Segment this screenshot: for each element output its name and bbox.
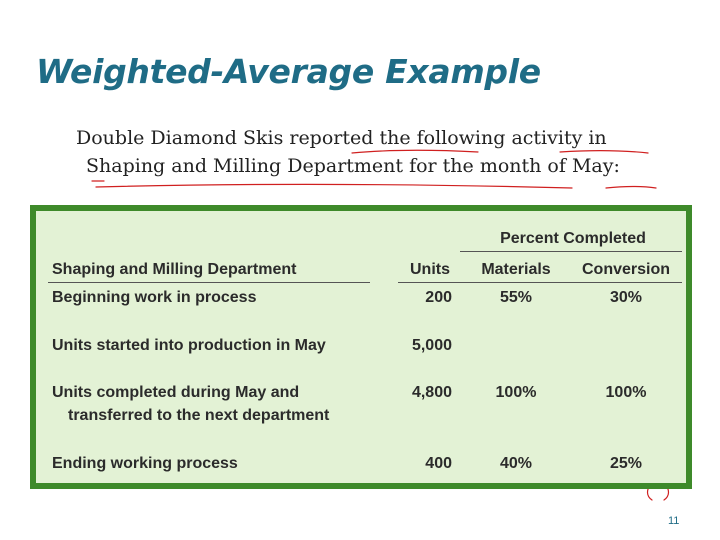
intro-text: Double Diamond Skis reported the followi…	[76, 124, 620, 180]
row-beginning-conversion: 30%	[609, 289, 643, 306]
row-ending-conversion: 25%	[609, 455, 643, 472]
annotation-underline-dept	[95, 183, 573, 189]
slide-title: Weighted-Average Example	[36, 52, 541, 91]
header-rule-department	[48, 282, 370, 283]
activity-table: Percent Completed Shaping and Milling De…	[36, 211, 686, 483]
row-completed-label: Units completed during May and	[52, 384, 300, 401]
row-completed-conversion: 100%	[605, 384, 647, 401]
col-header-units: Units	[410, 261, 450, 278]
intro-line-2: Shaping and Milling Department for the m…	[86, 155, 620, 177]
percent-completed-header: Percent Completed	[500, 230, 646, 247]
row-completed-units: 4,800	[411, 384, 452, 401]
col-header-materials: Materials	[481, 261, 551, 278]
col-header-department: Shaping and Milling Department	[52, 261, 297, 278]
activity-table-panel: Percent Completed Shaping and Milling De…	[30, 205, 692, 489]
row-completed-label-cont: transferred to the next department	[68, 407, 330, 424]
row-beginning-units: 200	[425, 289, 452, 306]
header-rule-values	[398, 282, 682, 283]
row-beginning-label: Beginning work in process	[52, 289, 257, 306]
row-ending-units: 400	[425, 455, 452, 472]
group-header-rule	[460, 251, 682, 252]
row-started-label: Units started into production in May	[52, 337, 326, 354]
row-started-units: 5,000	[411, 337, 452, 354]
page-number: 11	[668, 515, 680, 527]
intro-line-1: Double Diamond Skis reported the followi…	[76, 127, 607, 149]
col-header-conversion: Conversion	[581, 261, 670, 278]
row-beginning-materials: 55%	[499, 289, 533, 306]
row-ending-materials: 40%	[499, 455, 533, 472]
row-completed-materials: 100%	[495, 384, 537, 401]
annotation-underline-may	[605, 185, 657, 189]
row-ending-label: Ending working process	[52, 455, 238, 472]
